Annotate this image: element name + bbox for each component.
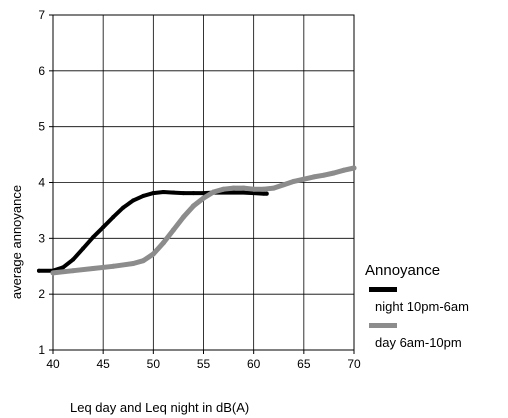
series-1-point: [231, 185, 237, 191]
x-tick-label: 70: [347, 357, 361, 371]
series-1-point: [291, 178, 297, 184]
series-1-point: [251, 186, 257, 192]
series-1-point: [170, 227, 176, 233]
series-1-point: [180, 214, 186, 220]
series-0-point: [91, 235, 96, 240]
series-1-point: [190, 203, 196, 209]
series-0-point: [36, 268, 41, 273]
series-0-point: [81, 246, 86, 251]
series-1-point: [221, 186, 227, 192]
series-1-point: [50, 270, 56, 276]
legend-title: Annoyance: [365, 262, 441, 279]
series-0-point: [181, 191, 186, 196]
series-1-point: [241, 185, 247, 191]
series-1-point: [201, 195, 206, 201]
series-1-point: [311, 174, 317, 180]
series-0-point: [191, 191, 196, 196]
series-1-point: [150, 251, 156, 257]
series-1-point: [110, 263, 116, 269]
series-1-point: [301, 176, 307, 182]
series-1-point: [211, 189, 217, 195]
x-tick-label: 45: [96, 357, 110, 371]
x-tick-label: 40: [46, 357, 60, 371]
legend-label-night: night 10pm-6am: [375, 299, 469, 314]
x-axis-label: Leq day and Leq night in dB(A): [70, 400, 250, 415]
series-0-point: [231, 190, 236, 195]
series-0-point: [171, 190, 176, 195]
series-1-point: [130, 260, 136, 266]
y-tick-label: 5: [38, 120, 45, 134]
series-1-point: [341, 167, 347, 173]
y-tick-label: 2: [38, 287, 45, 301]
series-0-point: [251, 191, 256, 196]
y-tick-label: 3: [38, 231, 45, 245]
series-1-point: [351, 165, 357, 171]
y-axis-label: average annoyance: [9, 185, 24, 299]
series-0-point: [201, 191, 206, 196]
series-0-point: [141, 193, 146, 198]
chart-series: [36, 165, 357, 276]
legend-label-day: day 6am-10pm: [375, 335, 462, 350]
y-tick-label: 4: [38, 176, 45, 190]
series-0-point: [111, 215, 116, 220]
series-0-point: [61, 265, 66, 270]
series-1-point: [140, 258, 146, 264]
series-1-point: [160, 240, 166, 246]
x-tick-label: 50: [147, 357, 161, 371]
series-1-point: [70, 268, 76, 274]
series-0-point: [101, 225, 106, 230]
series-1-point: [90, 265, 96, 271]
legend-swatch-day: [369, 323, 397, 328]
series-0-point: [161, 189, 166, 194]
series-0-point: [121, 205, 126, 210]
series-1-point: [321, 172, 327, 178]
legend-swatch-night: [369, 287, 397, 292]
series-1-point: [261, 186, 267, 192]
y-tick-label: 6: [38, 64, 45, 78]
series-1-point: [331, 170, 337, 176]
y-tick-label: 1: [38, 343, 45, 357]
y-tick-label: 7: [38, 8, 45, 22]
series-0-point: [261, 191, 266, 196]
series-0-point: [131, 198, 136, 203]
x-tick-label: 55: [197, 357, 211, 371]
x-tick-label: 60: [247, 357, 261, 371]
chart-grid: [52, 14, 355, 351]
series-0-point: [151, 191, 156, 196]
x-tick-label: 65: [297, 357, 311, 371]
series-0-point: [241, 190, 246, 195]
series-1-point: [271, 185, 277, 191]
series-0-point: [71, 257, 76, 262]
series-0-point: [264, 191, 269, 196]
series-1-point: [281, 182, 287, 188]
